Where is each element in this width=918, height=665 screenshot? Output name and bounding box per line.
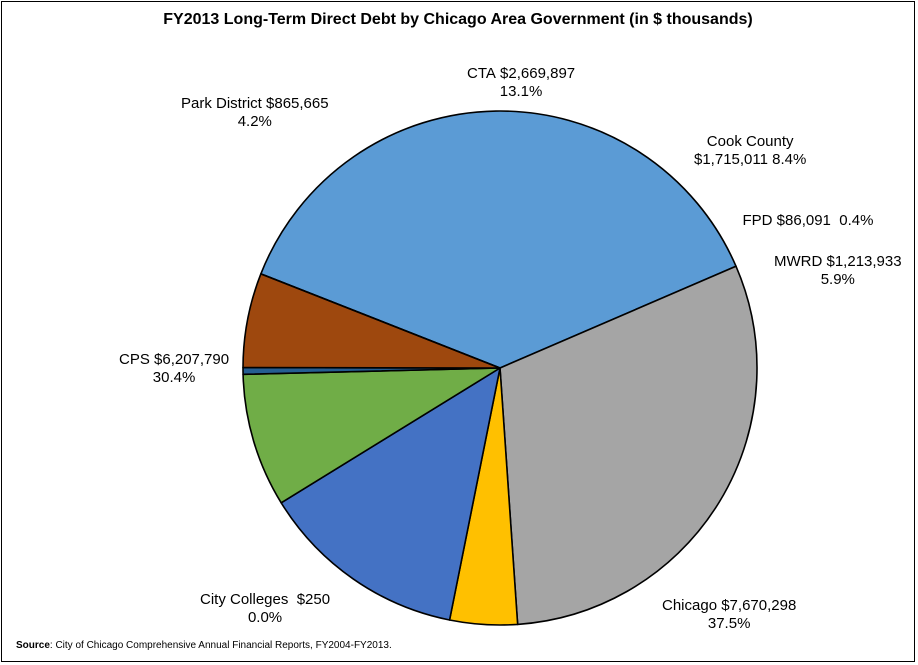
slice-name: MWRD <box>774 253 823 270</box>
slice-name: CPS <box>119 351 150 368</box>
slice-label-cps: CPS $6,207,790 30.4% <box>119 351 229 387</box>
slice-percent: 13.1% <box>499 83 543 100</box>
slice-value: $250 <box>288 591 331 608</box>
slice-label-name-value: CPS $6,207,790 <box>119 351 229 369</box>
slice-name: Cook County <box>706 133 794 150</box>
slice-value: $1,213,933 <box>822 253 902 270</box>
source-note: Source: City of Chicago Comprehensive An… <box>16 640 392 651</box>
slice-value: $865,665 <box>261 95 329 112</box>
slice-label-park-district: Park District $865,665 4.2% <box>181 95 329 131</box>
slice-name-value-percent: FPD $86,091 0.4% <box>742 212 874 229</box>
slice-label-cta: CTA $2,669,897 13.1% <box>467 65 575 101</box>
slice-percent: 30.4% <box>152 369 196 386</box>
pie-slice-city-colleges <box>260 273 501 369</box>
slice-label-name-value: Chicago $7,670,298 <box>662 597 796 615</box>
slice-label-chicago: Chicago $7,670,298 37.5% <box>662 597 796 633</box>
slice-percent: 4.2% <box>237 113 272 130</box>
slice-name: Chicago <box>662 597 718 614</box>
pie-slice-cook-county <box>242 367 501 504</box>
slice-value: $6,207,790 <box>149 351 230 368</box>
slice-label-mwrd: MWRD $1,213,933 5.9% <box>774 253 902 289</box>
slice-label-name-value: MWRD $1,213,933 <box>774 253 902 271</box>
source-text: : City of Chicago Comprehensive Annual F… <box>49 640 392 651</box>
pie-slice-cta <box>280 367 501 621</box>
slice-percent: 0.0% <box>247 609 283 626</box>
source-label: Source <box>16 640 50 651</box>
chart-title: FY2013 Long-Term Direct Debt by Chicago … <box>163 11 753 28</box>
pie-slice-chicago <box>260 110 737 369</box>
slice-label-name-value: City Colleges $250 <box>200 591 330 609</box>
pie-slice-cps <box>499 265 758 626</box>
slice-value-percent: $1,715,011 8.4% <box>694 151 807 168</box>
pie-slice-mwrd <box>242 273 501 369</box>
slice-name: City Colleges <box>200 591 289 608</box>
slice-label-name-value: Park District $865,665 <box>181 95 329 113</box>
slice-percent: 37.5% <box>707 615 751 632</box>
slice-label-name-value: CTA $2,669,897 <box>467 65 575 83</box>
slice-value: $7,670,298 <box>717 597 797 614</box>
slice-label-city-colleges: City Colleges $250 0.0% <box>200 591 330 627</box>
slice-name: Park District <box>181 95 262 112</box>
slice-value: $2,669,897 <box>495 65 576 82</box>
slice-label-fpd: FPD $86,091 0.4% <box>743 212 874 230</box>
slice-name: CTA <box>467 65 496 82</box>
slice-label-cook-county: Cook County $1,715,011 8.4% <box>694 133 806 169</box>
slice-percent: 5.9% <box>820 271 855 288</box>
